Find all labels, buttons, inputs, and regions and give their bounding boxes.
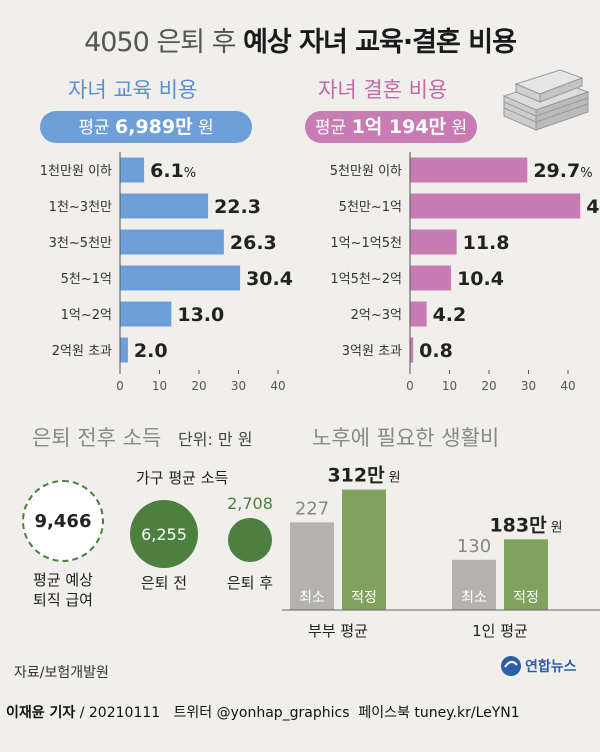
education-category-label: 3천~5천만: [49, 236, 112, 251]
income-unit: 단위: 만 원: [178, 430, 253, 449]
wedding-avg-value: 1억 194만: [351, 116, 447, 138]
income-title: 은퇴 전후 소득: [32, 426, 162, 450]
title-bold: 예상 자녀 교육·결혼 비용: [243, 27, 517, 58]
education-tick-label: 0: [116, 379, 124, 393]
wedding-tick-label: 40: [560, 379, 575, 393]
income-after-circle: [228, 518, 272, 562]
wedding-value-label: 0.8: [419, 340, 453, 362]
page-title: 4050 은퇴 후 예상 자녀 교육·결혼 비용: [0, 20, 600, 59]
living-cost-chart: 최소 227 적정 312만 원부부 평균 최소 130 적정 183만 원 1인 평균: [282, 465, 600, 640]
education-value-label: 13.0: [177, 304, 224, 326]
money-stack-icon: [502, 69, 590, 131]
education-tick-label: 30: [231, 379, 246, 393]
education-chart: 1천만원 이하 6.1% 1천~3천만 22.3 3천~5천만 26.3 5천~1억 30.4…: [40, 152, 293, 393]
living-cost-bar: [290, 522, 334, 610]
wedding-bar: [410, 265, 452, 291]
education-category-label: 5천~1억: [61, 272, 112, 287]
education-category-label: 2억원 초과: [52, 344, 112, 359]
yonhap-logo-icon: [501, 656, 521, 676]
income-after-value: 2,708: [227, 494, 273, 513]
living-cost-category-label: 부부 평균: [308, 622, 368, 640]
wedding-bar: [410, 157, 528, 183]
education-value-label: 30.4: [246, 268, 293, 290]
wedding-category-label: 5천만원 이하: [330, 164, 402, 179]
education-bar: [120, 265, 241, 291]
living-cost-bar: [452, 559, 496, 610]
education-tick-label: 40: [270, 379, 285, 393]
education-value-label: 22.3: [214, 196, 261, 218]
source-text: 자료/보험개발원: [14, 665, 109, 681]
wedding-bar: [410, 301, 427, 327]
education-value-label: 26.3: [230, 232, 277, 254]
living-cost-series-label: 최소: [461, 590, 487, 606]
education-avg-suffix: 원: [198, 118, 214, 138]
income-before-label: 은퇴 전: [140, 574, 188, 592]
wedding-avg-prefix: 평균: [314, 118, 347, 138]
living-cost-value-label: 312만 원: [327, 465, 400, 487]
wedding-category-label: 2억~3억: [351, 308, 402, 323]
title-light: 4050 은퇴 후: [84, 27, 236, 58]
wedding-tick-label: 30: [521, 379, 536, 393]
wedding-tick-label: 10: [442, 379, 457, 393]
wedding-value-label: 10.4: [457, 268, 504, 290]
living-cost-series-label: 적정: [513, 590, 539, 606]
retirement-pay-circle: 9,466: [22, 480, 104, 562]
credit-name: 이재윤 기자: [6, 705, 76, 721]
education-avg-value: 6,989만: [115, 116, 193, 138]
wedding-value-label: 11.8: [463, 232, 510, 254]
wedding-value-label: 29.7%: [533, 160, 592, 182]
education-value-label: 2.0: [134, 340, 168, 362]
wedding-value-label: 4.2: [433, 304, 467, 326]
living-cost-bar: [504, 539, 548, 610]
education-bar: [120, 157, 145, 183]
education-title: 자녀 교육 비용: [68, 78, 198, 102]
education-bar: [120, 337, 128, 363]
wedding-chart: 5천만원 이하 29.7% 5천만~1억 43.1 1억~1억5천 11.8 1억5천~2억…: [330, 152, 600, 393]
income-before-circle: 6,255: [130, 500, 198, 568]
education-category-label: 1천만원 이하: [40, 164, 112, 179]
living-cost-bar: [342, 489, 386, 610]
household-income-label: 가구 평균 소득: [136, 469, 229, 487]
wedding-category-label: 1억5천~2억: [330, 272, 402, 287]
wedding-bar: [410, 229, 457, 255]
living-cost-value-label: 183만 원: [489, 514, 562, 536]
education-bar: [120, 229, 224, 255]
wedding-value-label: 43.1: [586, 196, 600, 218]
living-cost-series-label: 적정: [351, 590, 377, 606]
wedding-category-label: 1억~1억5천: [330, 236, 402, 251]
education-tick-label: 10: [152, 379, 167, 393]
education-category-label: 1천~3천만: [49, 200, 112, 215]
wedding-title: 자녀 결혼 비용: [318, 78, 448, 102]
wedding-average-pill: 평균 1억 194만 원: [305, 111, 477, 143]
living-cost-value-label: 130: [457, 536, 491, 557]
education-category-label: 1억~2억: [61, 308, 112, 323]
living-cost-series-label: 최소: [299, 590, 325, 606]
wedding-tick-label: 0: [406, 379, 414, 393]
education-value-label: 6.1%: [150, 160, 196, 182]
living-cost-category-label: 1인 평균: [472, 622, 528, 640]
wedding-category-label: 5천만~1억: [339, 200, 402, 215]
education-average-pill: 평균 6,989만 원: [40, 111, 252, 143]
retirement-pay-value: 9,466: [34, 510, 92, 532]
living-cost-value-label: 227: [295, 498, 329, 519]
wedding-bar: [410, 337, 414, 363]
footer-bar: [0, 690, 600, 752]
yonhap-logo: 연합뉴스: [500, 655, 577, 677]
wedding-tick-label: 20: [481, 379, 496, 393]
education-bar: [120, 301, 172, 327]
credit-rest: / 20210111 트위터 @yonhap_graphics 페이스북 tun…: [79, 705, 520, 721]
wedding-category-label: 3억원 초과: [342, 344, 402, 359]
yonhap-logo-text: 연합뉴스: [525, 659, 577, 675]
credit-line: 이재윤 기자 / 20210111 트위터 @yonhap_graphics 페…: [6, 702, 520, 722]
education-avg-prefix: 평균: [78, 118, 110, 138]
wedding-bar: [410, 193, 581, 219]
wedding-avg-suffix: 원: [451, 118, 468, 138]
living-cost-title: 노후에 필요한 생활비: [312, 426, 500, 450]
education-tick-label: 20: [191, 379, 206, 393]
retirement-pay-label: 평균 예상 퇴직 급여: [33, 571, 93, 609]
education-bar: [120, 193, 209, 219]
income-after-label: 은퇴 후: [226, 574, 274, 592]
income-before-value: 6,255: [141, 524, 187, 544]
